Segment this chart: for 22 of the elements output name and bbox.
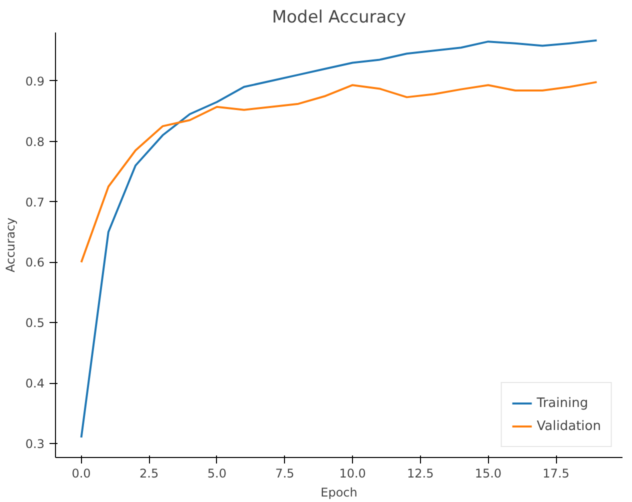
x-axis-title: Epoch	[320, 486, 358, 500]
y-tick-label: 0.4	[25, 376, 45, 391]
y-tick-label: 0.9	[25, 74, 45, 88]
y-tick-label: 0.6	[25, 256, 45, 270]
x-tick-label: 17.5	[542, 466, 570, 480]
x-tick-label: 12.5	[407, 466, 434, 480]
y-tick-label: 0.3	[25, 437, 45, 452]
y-tick-label: 0.8	[25, 134, 45, 149]
legend-label: Training	[536, 396, 588, 410]
y-tick-label: 0.5	[25, 316, 45, 330]
x-tick-label: 2.5	[140, 466, 159, 480]
line-series	[80, 81, 598, 264]
y-tick-label: 0.7	[25, 195, 45, 210]
x-tick-label: 0.0	[72, 466, 91, 480]
line-series	[80, 39, 598, 439]
x-tick-label: 10.0	[339, 466, 366, 480]
chart-title: Model Accuracy	[272, 8, 406, 28]
x-tick-label: 15.0	[474, 466, 502, 480]
legend-label: Validation	[536, 418, 601, 434]
x-tick-label: 5.0	[207, 466, 226, 480]
y-axis-title: Accuracy	[3, 218, 18, 272]
x-tick-label: 7.5	[275, 466, 294, 480]
